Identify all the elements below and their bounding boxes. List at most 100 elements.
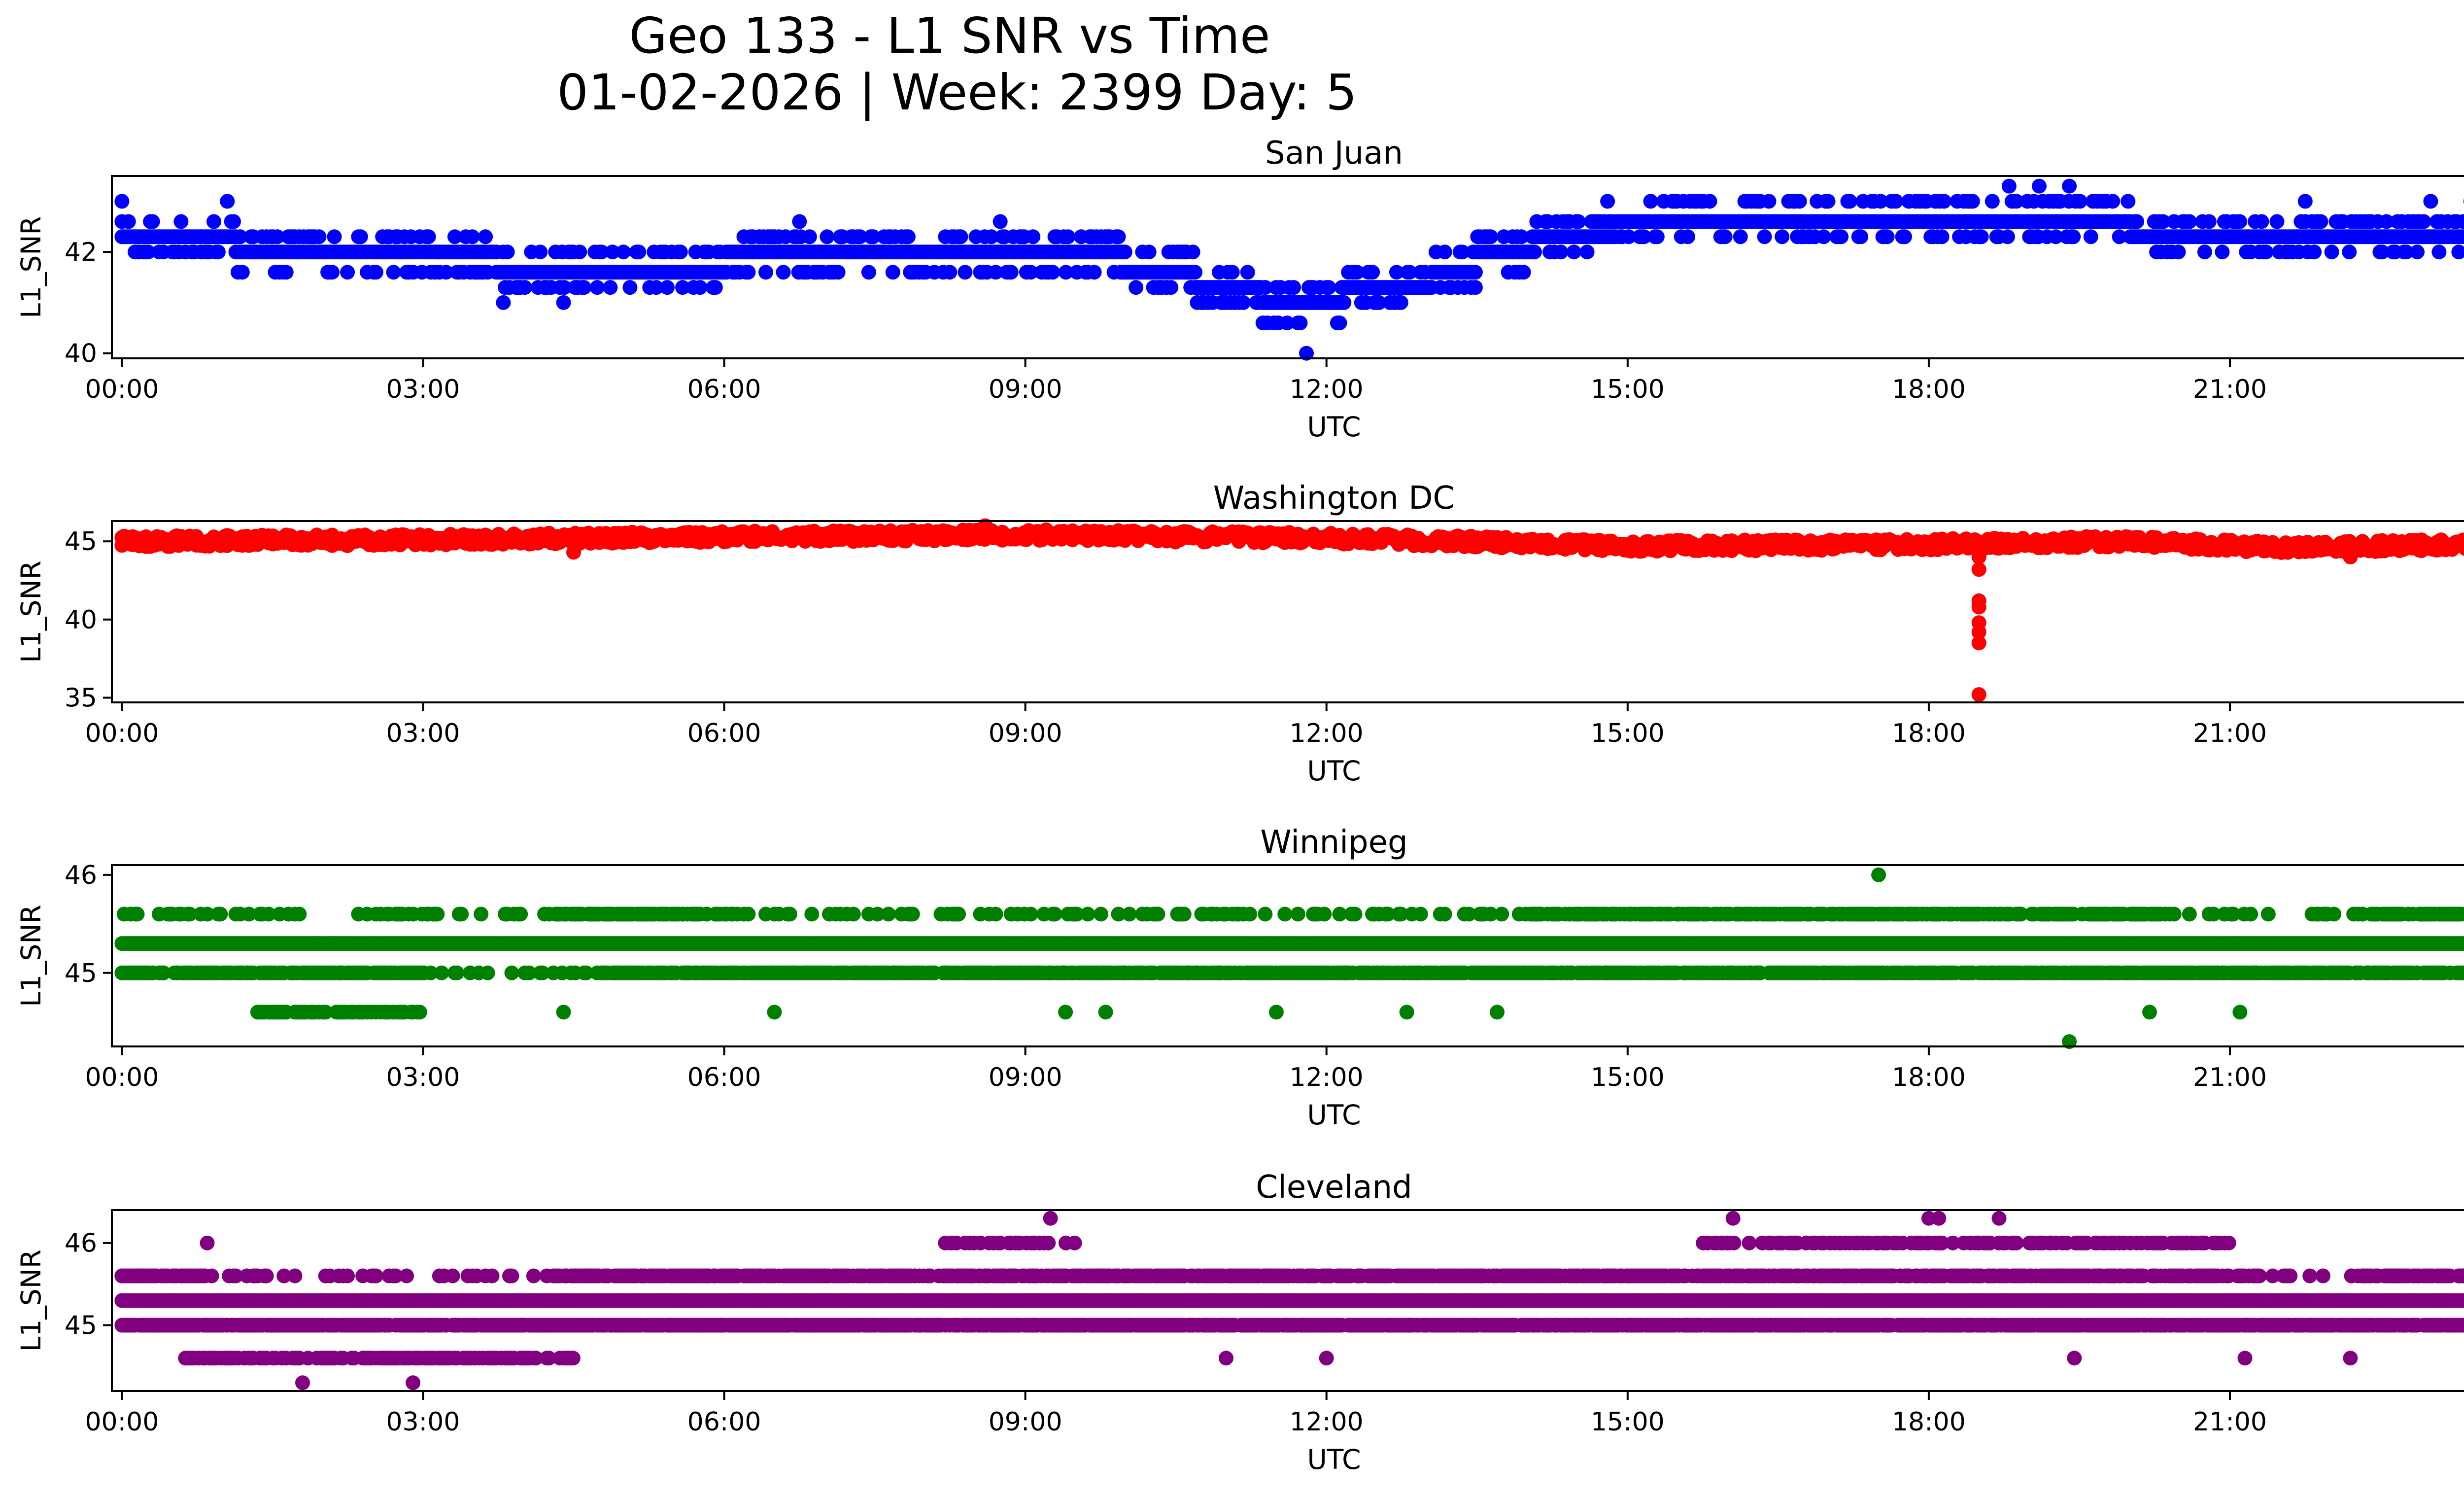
- data-point: [2197, 244, 2212, 260]
- y-axis-label: L1_SNR: [15, 560, 47, 662]
- data-point: [496, 295, 511, 310]
- data-point: [2072, 194, 2088, 209]
- x-tick-label: 03:00: [386, 375, 460, 404]
- data-point: [2171, 244, 2186, 260]
- scatter-points: [114, 867, 2464, 1049]
- data-point: [951, 906, 966, 922]
- data-point: [1122, 906, 1137, 922]
- data-point: [1279, 315, 1295, 331]
- y-tick-label: 45: [65, 527, 97, 556]
- x-tick-label: 00:00: [85, 719, 159, 748]
- data-point: [572, 244, 587, 260]
- data-point: [1761, 194, 1777, 209]
- data-point: [206, 214, 221, 229]
- data-point: [2431, 244, 2447, 260]
- data-point: [1971, 687, 1986, 702]
- data-point: [2001, 178, 2017, 194]
- data-point: [226, 214, 241, 229]
- data-point: [741, 906, 756, 922]
- data-point: [1468, 265, 1483, 280]
- data-point: [2410, 244, 2425, 260]
- data-point: [2451, 244, 2464, 260]
- data-point: [1985, 194, 2000, 209]
- panel-title: Winnipeg: [1260, 824, 1407, 861]
- x-axis-label: UTC: [1307, 411, 1361, 443]
- data-point: [454, 906, 469, 922]
- data-point: [1965, 194, 1980, 209]
- data-point: [1336, 295, 1352, 310]
- data-point: [1047, 906, 1062, 922]
- data-point: [1971, 599, 1986, 615]
- data-point: [434, 965, 449, 980]
- data-point: [782, 906, 797, 922]
- data-point: [603, 280, 618, 295]
- data-point: [513, 906, 528, 922]
- data-point: [673, 244, 688, 260]
- data-point: [2083, 229, 2098, 244]
- data-point: [1258, 906, 1273, 922]
- data-point: [1365, 265, 1380, 280]
- data-point: [557, 280, 572, 295]
- data-point: [885, 265, 900, 280]
- data-point: [2000, 229, 2015, 244]
- data-point: [1317, 906, 1332, 922]
- data-point: [500, 244, 515, 260]
- data-point: [1045, 265, 1061, 280]
- data-point: [478, 229, 493, 244]
- data-point: [605, 244, 620, 260]
- x-tick-label: 18:00: [1892, 719, 1966, 748]
- figure-title-line1: Geo 133 - L1 SNR vs Time: [629, 7, 1270, 65]
- data-point: [1080, 906, 1095, 922]
- data-point: [421, 229, 436, 244]
- data-point: [802, 229, 817, 244]
- y-tick-label: 35: [65, 683, 97, 713]
- data-point: [1332, 315, 1347, 331]
- data-point: [353, 229, 368, 244]
- data-point: [2269, 214, 2285, 229]
- data-point: [1185, 244, 1200, 260]
- data-point: [1516, 265, 1531, 280]
- data-point: [1468, 280, 1483, 295]
- data-point: [1816, 229, 1831, 244]
- x-tick-label: 00:00: [85, 375, 159, 404]
- data-point: [2232, 214, 2247, 229]
- data-point: [340, 265, 355, 280]
- data-point: [861, 265, 876, 280]
- data-point: [556, 295, 571, 310]
- x-tick-label: 18:00: [1892, 375, 1966, 404]
- data-point: [660, 280, 675, 295]
- data-point: [220, 194, 235, 209]
- x-tick-label: 06:00: [687, 375, 761, 404]
- x-tick-label: 09:00: [989, 375, 1062, 404]
- data-point: [1571, 214, 1586, 229]
- data-point: [1649, 229, 1665, 244]
- data-point: [1842, 194, 1857, 209]
- data-point: [2307, 244, 2322, 260]
- x-tick-label: 12:00: [1290, 375, 1364, 404]
- data-point: [2259, 244, 2274, 260]
- data-point: [325, 265, 340, 280]
- data-point: [1150, 906, 1165, 922]
- data-point: [2032, 178, 2047, 194]
- data-point: [1897, 229, 1912, 244]
- data-point: [1235, 295, 1251, 310]
- x-tick-label: 09:00: [989, 719, 1062, 748]
- data-point: [2129, 214, 2145, 229]
- panel-title: Washington DC: [1213, 480, 1455, 517]
- data-point: [2343, 550, 2358, 564]
- data-point: [988, 906, 1003, 922]
- data-point: [900, 229, 916, 244]
- data-point: [2297, 194, 2313, 209]
- data-point: [517, 280, 533, 295]
- x-tick-label: 21:00: [2193, 719, 2267, 748]
- scatter-points: [114, 178, 2464, 361]
- data-point: [465, 229, 480, 244]
- data-point: [1290, 906, 1305, 922]
- data-point: [675, 280, 690, 295]
- data-point: [853, 229, 868, 244]
- data-point: [1757, 229, 1772, 244]
- x-tick-label: 15:00: [1591, 719, 1665, 748]
- x-axis-label: UTC: [1307, 755, 1361, 787]
